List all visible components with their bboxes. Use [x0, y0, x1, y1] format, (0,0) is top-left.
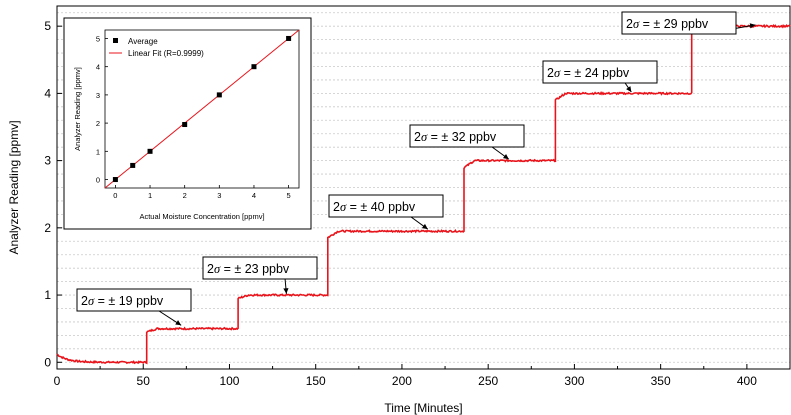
y-tick-label: 2: [44, 221, 51, 235]
x-tick-label: 50: [137, 374, 151, 388]
x-tick-label: 0: [54, 374, 61, 388]
annotation-label: 2σ = ± 19 ppbv: [81, 294, 164, 308]
annotation-box: [76, 288, 192, 312]
inset-y-tick-label: 4: [96, 63, 100, 72]
x-tick-label: 400: [737, 374, 757, 388]
annotation-box: [621, 11, 737, 35]
inset-data-point: [251, 64, 257, 70]
annotation-arrow: [421, 223, 428, 230]
annotation-label: 2σ = ± 32 ppbv: [414, 130, 497, 144]
inset-x-tick-label: 3: [217, 191, 221, 200]
x-axis-title: Time [Minutes]: [384, 401, 462, 415]
main-annotations: 2σ = ± 19 ppbv 2σ = ± 23 ppbv 2σ = ± 40 pp…: [76, 11, 756, 326]
annotation-callout: 2σ = ± 29 ppbv: [621, 11, 756, 35]
inset-frame: [104, 29, 300, 189]
inset-y-tick-label: 3: [96, 91, 100, 100]
y-tick-label: 3: [44, 154, 51, 168]
y-tick-label: 1: [44, 288, 51, 302]
y-tick-label: 0: [44, 355, 51, 369]
plot-frame: [56, 5, 791, 370]
annotation-box: [202, 256, 318, 280]
annotation-box: [328, 194, 444, 218]
inset-y-tick-label: 1: [96, 147, 100, 156]
annotation-arrow: [175, 320, 182, 326]
x-tick-label: 250: [478, 374, 498, 388]
inset-x-axis-title: Actual Moisture Concentration [ppmv]: [139, 212, 264, 221]
x-tick-label: 100: [219, 374, 239, 388]
inset-x-tick-label: 2: [183, 191, 187, 200]
inset-data-point: [147, 148, 153, 154]
inset-data-point: [286, 35, 292, 41]
x-tick-label: 150: [306, 374, 326, 388]
annotation-label: 2σ = ± 23 ppbv: [207, 262, 290, 276]
legend-label-average: Average: [128, 37, 158, 46]
inset-x-tick-label: 5: [287, 191, 291, 200]
annotation-callout: 2σ = ± 23 ppbv: [202, 256, 318, 294]
legend-label-fit: Linear Fit (R=0.9999): [128, 49, 204, 58]
annotation-box: [542, 60, 658, 84]
annotation-label: 2σ = ± 40 ppbv: [333, 200, 416, 214]
legend-marker-average: [113, 38, 118, 43]
inset-y-axis-title: Analyzer Reading [ppmv]: [73, 67, 82, 151]
annotation-arrow: [283, 288, 289, 294]
inset-fit-line: [104, 29, 300, 189]
main-series: [56, 23, 791, 365]
inset-x-tick-label: 0: [113, 191, 117, 200]
annotation-arrow: [626, 86, 632, 93]
x-tick-label: 300: [564, 374, 584, 388]
inset-x-tick-label: 4: [252, 191, 256, 200]
annotation-arrow: [502, 153, 509, 160]
inset-y-tick-label: 0: [96, 176, 100, 185]
annotation-label: 2σ = ± 24 ppbv: [547, 66, 630, 80]
y-tick-label: 5: [44, 19, 51, 33]
annotation-label: 2σ = ± 29 ppbv: [626, 17, 709, 31]
y-axis-title: Analyzer Reading [ppmv]: [7, 120, 21, 254]
annotation-callout: 2σ = ± 32 ppbv: [409, 124, 525, 160]
inset-data-point: [182, 122, 188, 128]
annotation-box: [409, 124, 525, 148]
x-tick-label: 350: [651, 374, 671, 388]
inset-chart: 0 1 2 3 4 5 0 1 2 3 4 5 Actual Moisture Concentratio…: [63, 17, 312, 230]
inset-data-point: [130, 162, 136, 168]
annotation-callout: 2σ = ± 24 ppbv: [542, 60, 658, 93]
y-tick-label: 4: [44, 86, 51, 100]
annotation-callout: 2σ = ± 40 ppbv: [328, 194, 444, 230]
annotation-arrow: [749, 23, 756, 29]
inset-y-tick-label: 5: [96, 34, 100, 43]
annotation-callout: 2σ = ± 19 ppbv: [76, 288, 192, 326]
x-tick-label: 200: [392, 374, 412, 388]
inset-x-tick-label: 1: [148, 191, 152, 200]
inset-y-tick-label: 2: [96, 119, 100, 128]
series-line: [56, 23, 791, 365]
inset-data-point: [112, 177, 118, 183]
inset-data-point: [216, 92, 222, 98]
